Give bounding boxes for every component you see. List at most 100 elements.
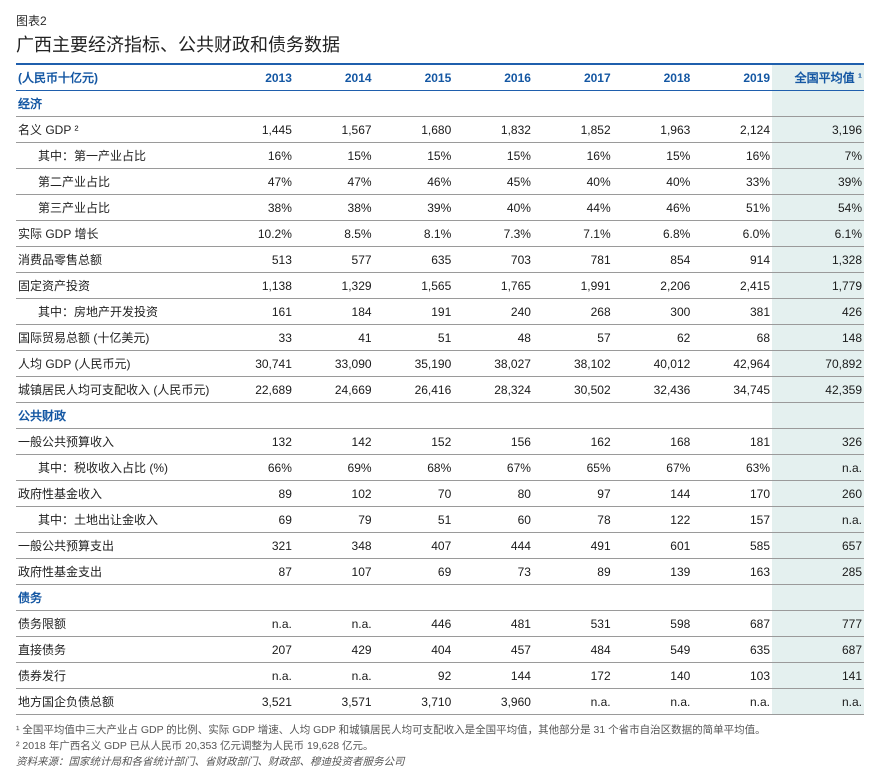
row-label: 政府性基金支出	[16, 559, 214, 585]
row-label: 第二产业占比	[16, 169, 214, 195]
cell: 122	[613, 507, 693, 533]
avg-cell: 687	[772, 637, 864, 663]
cell: 491	[533, 533, 613, 559]
cell: 103	[692, 663, 772, 689]
row-label: 债务限额	[16, 611, 214, 637]
cell: 601	[613, 533, 693, 559]
table-row: 债务限额n.a.n.a.446481531598687777	[16, 611, 864, 637]
cell: 16%	[692, 143, 772, 169]
year-header: 2017	[533, 64, 613, 91]
cell: 168	[613, 429, 693, 455]
cell: 15%	[294, 143, 374, 169]
cell: 484	[533, 637, 613, 663]
avg-cell: 7%	[772, 143, 864, 169]
cell: 1,445	[214, 117, 294, 143]
cell: 16%	[533, 143, 613, 169]
cell: 35,190	[374, 351, 454, 377]
cell: 38,102	[533, 351, 613, 377]
table-row: 债券发行n.a.n.a.92144172140103141	[16, 663, 864, 689]
cell: 40%	[453, 195, 533, 221]
row-label: 政府性基金收入	[16, 481, 214, 507]
cell: 38%	[214, 195, 294, 221]
cell: 38,027	[453, 351, 533, 377]
cell: 6.8%	[613, 221, 693, 247]
cell: 68	[692, 325, 772, 351]
footnote-line: ² 2018 年广西名义 GDP 已从人民币 20,353 亿元调整为人民币 1…	[16, 739, 864, 755]
table-row: 实际 GDP 增长10.2%8.5%8.1%7.3%7.1%6.8%6.0%6.…	[16, 221, 864, 247]
figure-label: 图表2	[16, 12, 864, 29]
row-label: 一般公共预算支出	[16, 533, 214, 559]
cell: 15%	[613, 143, 693, 169]
cell: 3,521	[214, 689, 294, 715]
cell: 41	[294, 325, 374, 351]
cell: 2,415	[692, 273, 772, 299]
cell: 30,502	[533, 377, 613, 403]
cell: 62	[613, 325, 693, 351]
row-label: 其中：第一产业占比	[16, 143, 214, 169]
cell: 78	[533, 507, 613, 533]
cell: 854	[613, 247, 693, 273]
avg-cell: 6.1%	[772, 221, 864, 247]
cell: 170	[692, 481, 772, 507]
table-row: 一般公共预算收入132142152156162168181326	[16, 429, 864, 455]
cell: 34,745	[692, 377, 772, 403]
cell: 69%	[294, 455, 374, 481]
cell: 65%	[533, 455, 613, 481]
cell: 1,852	[533, 117, 613, 143]
source-line: 资料来源：国家统计局和各省统计部门、省财政部门、财政部、穆迪投资者服务公司	[16, 755, 864, 771]
cell: 1,963	[613, 117, 693, 143]
cell: 156	[453, 429, 533, 455]
cell: 404	[374, 637, 454, 663]
cell: 45%	[453, 169, 533, 195]
avg-cell: 285	[772, 559, 864, 585]
table-body: 经济 名义 GDP ²1,4451,5671,6801,8321,8521,96…	[16, 91, 864, 715]
cell: 635	[692, 637, 772, 663]
cell: 15%	[453, 143, 533, 169]
cell: 268	[533, 299, 613, 325]
avg-cell: n.a.	[772, 507, 864, 533]
cell: 585	[692, 533, 772, 559]
cell: 139	[613, 559, 693, 585]
cell: 67%	[613, 455, 693, 481]
cell: 40%	[613, 169, 693, 195]
cell: 703	[453, 247, 533, 273]
avg-cell: 777	[772, 611, 864, 637]
row-label: 第三产业占比	[16, 195, 214, 221]
cell: 172	[533, 663, 613, 689]
cell: 140	[613, 663, 693, 689]
cell: 80	[453, 481, 533, 507]
table-row: 第三产业占比38%38%39%40%44%46%51%54%	[16, 195, 864, 221]
cell: 7.3%	[453, 221, 533, 247]
cell: 144	[613, 481, 693, 507]
cell: 40%	[533, 169, 613, 195]
avg-header: 全国平均值 ¹	[772, 64, 864, 91]
row-label: 实际 GDP 增长	[16, 221, 214, 247]
cell: n.a.	[214, 611, 294, 637]
row-label: 其中：土地出让金收入	[16, 507, 214, 533]
cell: 1,680	[374, 117, 454, 143]
cell: 549	[613, 637, 693, 663]
cell: 513	[214, 247, 294, 273]
cell: 51%	[692, 195, 772, 221]
cell: 33	[214, 325, 294, 351]
avg-cell: 1,328	[772, 247, 864, 273]
table-row: 人均 GDP (人民币元)30,74133,09035,19038,02738,…	[16, 351, 864, 377]
cell: 381	[692, 299, 772, 325]
cell: 44%	[533, 195, 613, 221]
cell: 321	[214, 533, 294, 559]
section-label: 经济	[16, 91, 214, 117]
cell: 28,324	[453, 377, 533, 403]
cell: 60	[453, 507, 533, 533]
cell: 8.5%	[294, 221, 374, 247]
cell: 3,571	[294, 689, 374, 715]
cell: 635	[374, 247, 454, 273]
cell: 444	[453, 533, 533, 559]
cell: 687	[692, 611, 772, 637]
cell: 1,565	[374, 273, 454, 299]
cell: 22,689	[214, 377, 294, 403]
cell: 162	[533, 429, 613, 455]
cell: 132	[214, 429, 294, 455]
cell: 63%	[692, 455, 772, 481]
cell: 40,012	[613, 351, 693, 377]
avg-cell: 3,196	[772, 117, 864, 143]
